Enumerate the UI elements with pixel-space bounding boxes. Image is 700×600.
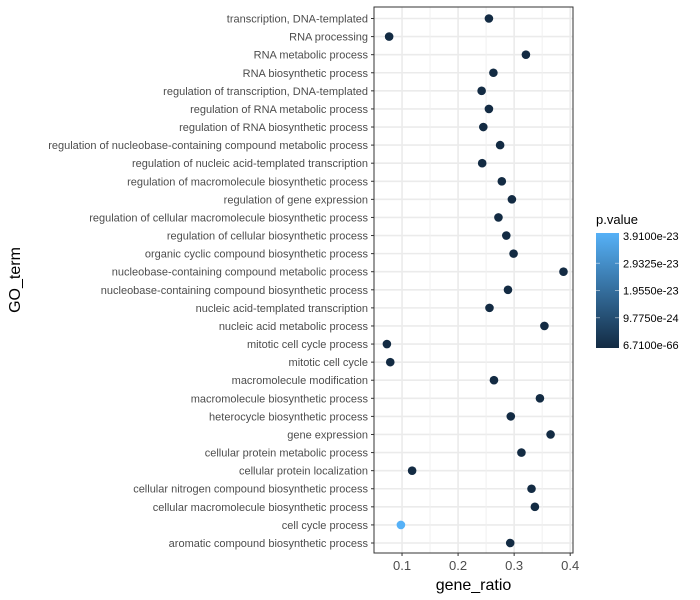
y-tick-label: regulation of macromolecule biosynthetic… bbox=[127, 176, 368, 188]
legend-label: 2.9325e-23 bbox=[623, 258, 679, 270]
legend-label: 1.9550e-23 bbox=[623, 286, 679, 298]
y-tick-label: gene expression bbox=[287, 429, 368, 441]
y-tick-label: cellular protein metabolic process bbox=[205, 448, 369, 460]
y-tick-label: regulation of gene expression bbox=[224, 194, 368, 206]
panel-background bbox=[374, 7, 573, 553]
y-tick-label: macromolecule modification bbox=[232, 375, 368, 387]
legend-ticks: 3.9100e-23 2.9325e-23 1.9550e-23 9.7750e-24… bbox=[596, 231, 679, 352]
y-tick-label: cellular nitrogen compound biosynthetic … bbox=[133, 484, 368, 496]
y-tick-label: regulation of transcription, DNA-templat… bbox=[163, 86, 368, 98]
y-tick-label: aromatic compound biosynthetic process bbox=[169, 538, 369, 550]
data-points bbox=[382, 14, 568, 548]
data-point bbox=[527, 484, 536, 494]
data-point bbox=[484, 104, 494, 114]
x-axis-ticks: 0.1 0.2 0.3 0.4 bbox=[393, 553, 579, 573]
y-gridlines bbox=[374, 17, 573, 544]
data-point bbox=[501, 231, 511, 240]
data-point bbox=[540, 321, 549, 331]
data-point bbox=[477, 158, 487, 168]
x-tick-label: 0.1 bbox=[393, 558, 411, 573]
y-tick-label: cellular protein localization bbox=[239, 466, 368, 478]
legend-title: p.value bbox=[596, 212, 638, 227]
y-axis-title: GO_term bbox=[7, 247, 24, 313]
y-tick-label: nucleic acid metabolic process bbox=[219, 321, 369, 333]
panel-border bbox=[373, 6, 574, 554]
data-point bbox=[546, 430, 555, 439]
data-point bbox=[559, 267, 568, 277]
data-point bbox=[494, 213, 503, 222]
y-tick-label: regulation of cellular biosynthetic proc… bbox=[167, 231, 369, 243]
y-tick-label: nucleobase-containing compound metabolic… bbox=[112, 267, 369, 279]
y-tick-label: nucleobase-containing compound biosynthe… bbox=[101, 285, 369, 297]
data-point bbox=[489, 375, 499, 385]
y-tick-label: regulation of nucleobase-containing comp… bbox=[48, 140, 368, 152]
y-tick-label: mitotic cell cycle bbox=[289, 357, 368, 369]
x-gridlines bbox=[401, 7, 571, 553]
legend-label: 6.7100e-66 bbox=[623, 340, 679, 352]
y-tick-label: organic cyclic compound biosynthetic pro… bbox=[145, 249, 369, 261]
data-point bbox=[495, 140, 505, 150]
y-tick-label: regulation of RNA metabolic process bbox=[190, 104, 368, 116]
y-tick-label: cell cycle process bbox=[282, 520, 369, 532]
data-point bbox=[479, 122, 488, 132]
y-tick-label: cellular macromolecule biosynthetic proc… bbox=[153, 502, 369, 514]
y-tick-label: macromolecule biosynthetic process bbox=[191, 393, 369, 405]
y-tick-label: regulation of nucleic acid-templated tra… bbox=[132, 158, 368, 170]
x-tick-label: 0.2 bbox=[449, 558, 467, 573]
data-point bbox=[535, 394, 545, 403]
data-point bbox=[517, 448, 526, 457]
data-point bbox=[485, 303, 494, 313]
plot-panel bbox=[374, 7, 573, 553]
y-tick-label: RNA biosynthetic process bbox=[243, 68, 369, 80]
colorbar bbox=[596, 233, 619, 348]
y-tick-label: transcription, DNA-templated bbox=[227, 14, 368, 26]
y-tick-label: heterocycle biosynthetic process bbox=[209, 411, 368, 423]
data-point bbox=[497, 176, 507, 186]
data-point bbox=[530, 502, 540, 512]
data-point bbox=[407, 466, 417, 475]
data-point bbox=[509, 249, 518, 258]
data-point bbox=[505, 538, 515, 548]
y-tick-label: RNA processing bbox=[289, 32, 368, 44]
data-point bbox=[382, 339, 392, 349]
x-axis-title: gene_ratio bbox=[436, 577, 512, 594]
data-point bbox=[396, 520, 406, 530]
x-tick-label: 0.4 bbox=[561, 558, 579, 573]
legend: p.value 3.9100e-23 2.9325e-23 1.9550e-23 9.… bbox=[596, 212, 679, 352]
y-tick-label: regulation of RNA biosynthetic process bbox=[179, 122, 368, 134]
data-point bbox=[484, 14, 494, 23]
x-tick-label: 0.3 bbox=[505, 558, 523, 573]
legend-label: 3.9100e-23 bbox=[623, 231, 679, 243]
y-tick-label: nucleic acid-templated transcription bbox=[196, 303, 368, 315]
legend-label: 9.7750e-24 bbox=[623, 313, 679, 325]
data-point bbox=[477, 86, 486, 96]
data-point bbox=[521, 50, 531, 59]
data-point bbox=[384, 32, 394, 41]
data-point bbox=[489, 68, 498, 78]
y-axis-ticks: transcription, DNA-templated RNA processi… bbox=[48, 14, 374, 550]
data-point bbox=[506, 412, 516, 421]
y-tick-label: RNA metabolic process bbox=[254, 50, 369, 62]
y-tick-label: regulation of cellular macromolecule bio… bbox=[89, 212, 368, 224]
data-point bbox=[503, 285, 513, 295]
data-point bbox=[385, 357, 395, 367]
data-point bbox=[507, 195, 517, 204]
y-tick-label: mitotic cell cycle process bbox=[247, 339, 369, 351]
